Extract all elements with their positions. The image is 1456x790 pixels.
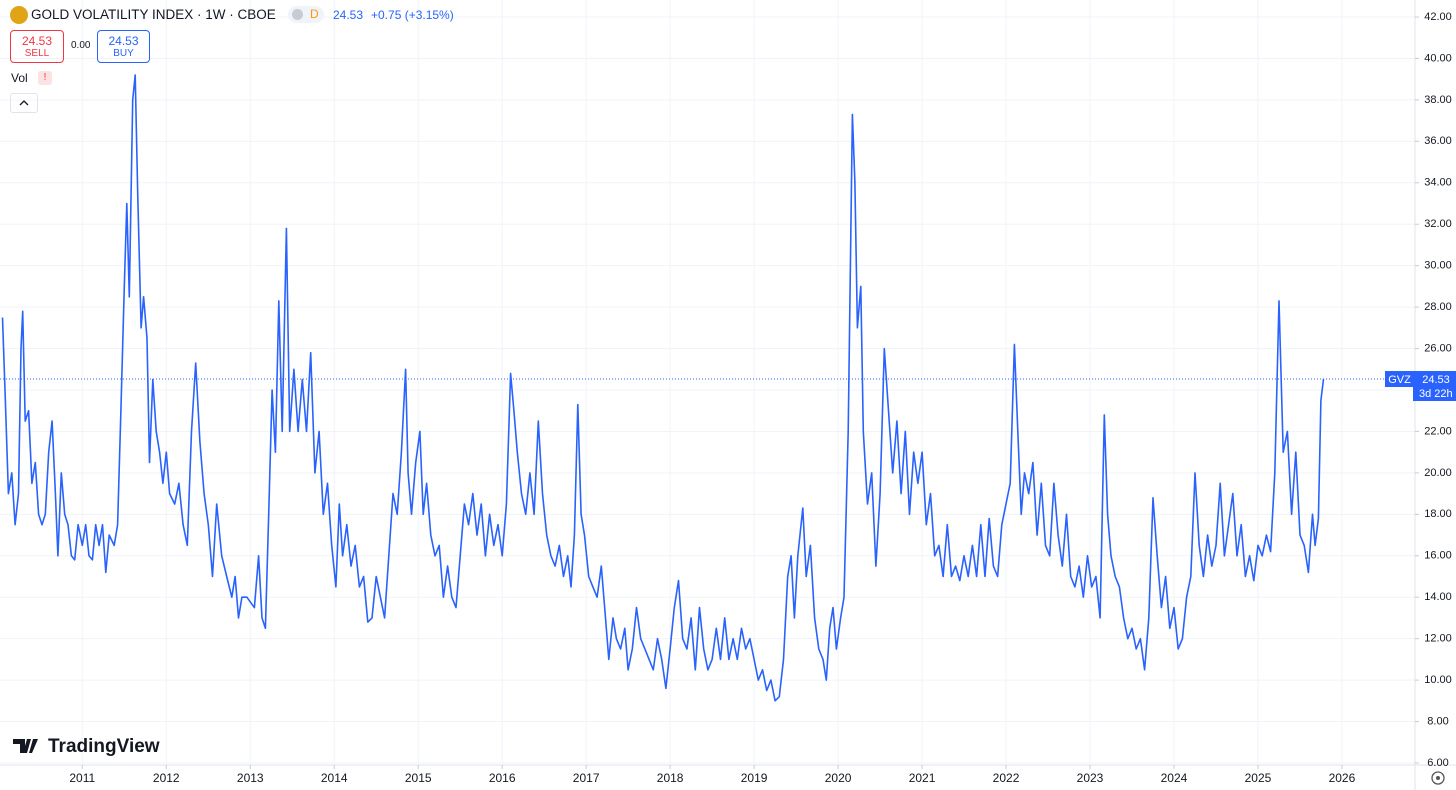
settings-icon[interactable]: [1431, 771, 1445, 785]
volume-label: Vol: [11, 71, 28, 85]
sell-button[interactable]: 24.53 SELL: [10, 30, 64, 63]
x-tick-label: 2011: [69, 771, 95, 785]
buy-label: BUY: [113, 48, 134, 59]
x-tick-label: 2026: [1329, 771, 1356, 785]
y-tick-label: 28.00: [1424, 301, 1452, 313]
y-tick-label: 42.00: [1424, 11, 1452, 23]
y-tick-label: 26.00: [1424, 342, 1452, 354]
x-tick-label: 2020: [825, 771, 852, 785]
x-tick-label: 2024: [1161, 771, 1188, 785]
y-tick-label: 20.00: [1424, 467, 1452, 479]
y-tick-label: 30.00: [1424, 260, 1452, 272]
symbol-icon: [10, 6, 28, 24]
y-tick-label: 38.00: [1424, 94, 1452, 106]
y-tick-label: 6.00: [1427, 757, 1448, 769]
brand-logo: TradingView: [13, 736, 160, 757]
price-change: +0.75 (+3.15%): [371, 8, 454, 22]
series-label-bg: [1385, 371, 1414, 388]
x-tick-label: 2023: [1077, 771, 1104, 785]
axes: 6.00 8.00 10.00 12.00 14.00 16.00 18.00 20.00 22…: [69, 11, 1456, 785]
last-price: 24.53: [333, 8, 364, 22]
brand-text: TradingView: [48, 736, 160, 757]
settings-icon-dot: [1436, 776, 1440, 780]
x-tick-label: 2025: [1245, 771, 1272, 785]
x-tick-label: 2017: [573, 771, 600, 785]
buy-button[interactable]: 24.53 BUY: [97, 30, 150, 63]
collapse-icon: [19, 100, 29, 106]
y-tick-label: 22.00: [1424, 425, 1452, 437]
grid: [0, 0, 1415, 765]
y-tick-label: 16.00: [1424, 550, 1452, 562]
y-tick-label: 36.00: [1424, 135, 1452, 147]
price-line: [1, 74, 1325, 702]
spread: 0.00: [71, 40, 91, 51]
last-price-label: 24.53: [1422, 374, 1450, 386]
buy-price: 24.53: [108, 34, 139, 48]
interval-badge: D: [310, 7, 319, 21]
x-tick-label: 2013: [237, 771, 264, 785]
plot: [0, 74, 1415, 702]
x-tick-label: 2019: [741, 771, 768, 785]
y-tick-label: 8.00: [1427, 715, 1448, 727]
collapse-button[interactable]: [10, 93, 38, 113]
last-price-label-bg: [1413, 371, 1456, 402]
sell-price: 24.53: [21, 34, 53, 48]
x-tick-label: 2012: [153, 771, 180, 785]
y-tick-label: 40.00: [1424, 52, 1452, 64]
x-tick-label: 2022: [993, 771, 1020, 785]
y-tick-label: 14.00: [1424, 591, 1452, 603]
countdown-label: 3d 22h: [1419, 388, 1453, 400]
x-tick-label: 2021: [909, 771, 936, 785]
sell-label: SELL: [24, 48, 50, 59]
y-tick-label: 34.00: [1424, 177, 1452, 189]
volume-alert[interactable]: !: [38, 71, 52, 85]
y-tick-label: 10.00: [1424, 674, 1452, 686]
y-tick-label: 12.00: [1424, 633, 1452, 645]
y-tick-label: 32.00: [1424, 218, 1452, 230]
chevron: [19, 100, 29, 106]
x-tick-label: 2014: [321, 771, 348, 785]
x-tick-label: 2016: [489, 771, 516, 785]
status-dot: [292, 9, 303, 20]
brand-mark: [13, 739, 38, 753]
symbol-title: GOLD VOLATILITY INDEX · 1W · CBOE: [31, 7, 276, 22]
x-tick-label: 2015: [405, 771, 432, 785]
x-tick-label: 2018: [657, 771, 684, 785]
y-tick-label: 18.00: [1424, 508, 1452, 520]
series-label: GVZ: [1388, 374, 1411, 386]
